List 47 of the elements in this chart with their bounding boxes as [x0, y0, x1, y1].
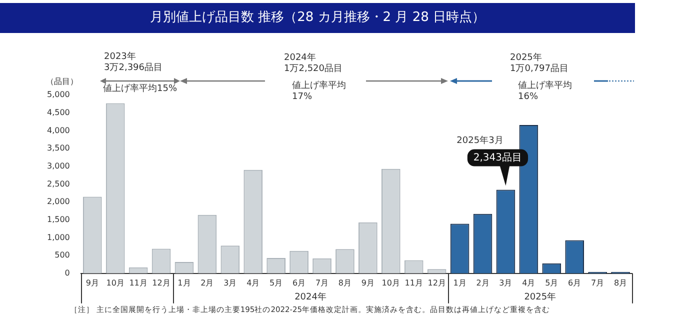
annotation: 値上げ率平均 16% [518, 81, 572, 103]
x-tick-label: 12月 [428, 278, 446, 288]
text: 2023年 3万2,396品目 [104, 52, 162, 74]
y-tick-label: 0 [64, 268, 70, 278]
x-tick-label: 3月 [499, 278, 512, 288]
y-tick-label: 2,500 [46, 179, 70, 188]
x-tick-label: 10月 [106, 278, 124, 288]
x-tick-label: 1月 [178, 278, 191, 288]
annotation: 2025年3月 [456, 136, 504, 147]
chart-title: 月別値上げ品目数 推移（28 カ月推移・2 月 28 日時点） [0, 3, 635, 33]
y-tick-label: 3,000 [46, 161, 70, 170]
y-tick-label: 4,000 [46, 126, 70, 135]
x-tick-label: 8月 [614, 278, 628, 288]
x-tick-label: 6月 [568, 278, 582, 288]
x-tick-label: 9月 [361, 278, 374, 288]
y-tick-label: 2,000 [46, 197, 70, 206]
text: 2025年 1万0,797品目 [510, 53, 568, 75]
y-tick-label: 1,500 [46, 214, 70, 224]
y-tick-label: 4,500 [46, 108, 70, 117]
x-tick-label: 7月 [315, 278, 329, 288]
x-tick-label: 3月 [224, 278, 237, 288]
x-tick-label: 12月 [152, 278, 170, 288]
x-tick-label: 11月 [404, 278, 423, 288]
x-tick-label: 2月 [476, 278, 490, 288]
text: 2024年 1万2,520品目 [284, 53, 342, 75]
text: 2024年 [294, 292, 326, 303]
x-tick-label: 4月 [522, 278, 536, 288]
x-tick-label: 5月 [545, 278, 558, 288]
x-tick-label: 2月 [200, 278, 214, 288]
x-tick-label: 5月 [270, 278, 283, 288]
y-axis-title: （品目） [46, 76, 78, 87]
y-tick-label: 3,500 [46, 144, 70, 153]
data-label: 2,343品目 [473, 152, 522, 164]
text: 値上げ率平均15% [103, 84, 178, 95]
x-tick-label: 6月 [292, 278, 306, 288]
y-tick-label: 5,000 [46, 90, 70, 100]
y-tick-label: 500 [54, 250, 70, 260]
x-tick-label: 9月 [86, 278, 99, 288]
y-tick-label: 1,000 [46, 232, 70, 242]
x-tick-label: 4月 [246, 278, 260, 288]
annotation: 値上げ率平均 17% [292, 81, 346, 103]
text: 2025年 [524, 292, 556, 303]
x-tick-label: 7月 [591, 278, 604, 288]
x-tick-label: 8月 [338, 278, 352, 288]
x-tick-label: 1月 [453, 278, 466, 288]
x-tick-label: 11月 [129, 278, 148, 288]
x-tick-label: 10月 [382, 278, 400, 288]
